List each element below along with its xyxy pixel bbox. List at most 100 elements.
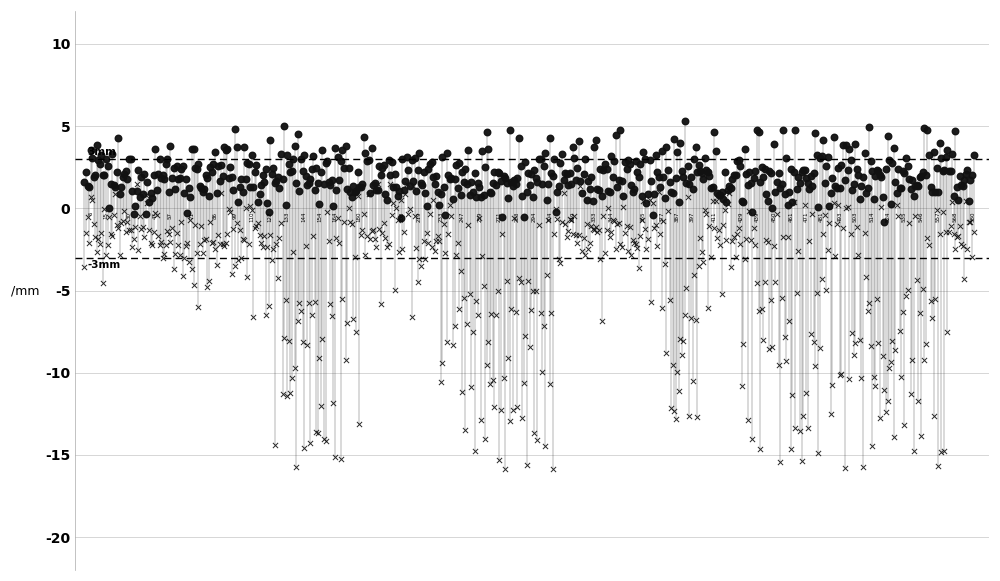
Point: [316, 434, 332, 443]
Point: [310, 428, 326, 437]
Point: [439, 338, 455, 347]
Point: [476, 282, 492, 291]
Point: [718, 198, 734, 207]
Point: [903, 389, 919, 399]
Point: [818, 285, 834, 294]
Point: [144, 241, 160, 250]
Point: [144, 193, 160, 203]
Point: [919, 234, 935, 243]
Point: [357, 250, 373, 259]
Point: [569, 164, 585, 173]
Point: [790, 173, 806, 182]
Point: [551, 254, 567, 263]
Point: [560, 227, 576, 236]
Point: [681, 411, 697, 421]
Point: [909, 180, 925, 189]
Point: [795, 411, 811, 421]
Point: [781, 317, 797, 326]
Point: [806, 168, 822, 178]
Point: [219, 230, 235, 239]
Point: [221, 174, 237, 183]
Point: [506, 213, 522, 223]
Point: [571, 231, 587, 240]
Text: -3mm: -3mm: [88, 260, 121, 270]
Point: [113, 218, 129, 227]
Point: [743, 178, 759, 188]
Point: [669, 147, 685, 156]
Point: [757, 165, 773, 174]
Point: [841, 375, 857, 384]
Point: [209, 189, 225, 198]
Point: [162, 142, 178, 151]
Point: [132, 211, 148, 221]
Point: [509, 174, 525, 183]
Point: [662, 177, 678, 186]
Point: [915, 285, 931, 294]
Point: [915, 167, 931, 177]
Point: [275, 174, 291, 184]
Point: [216, 241, 232, 250]
Point: [938, 152, 954, 162]
Point: [721, 188, 737, 198]
Point: [909, 275, 925, 285]
Point: [666, 134, 682, 144]
Point: [807, 128, 823, 138]
Point: [878, 408, 894, 417]
Point: [413, 261, 429, 271]
Point: [494, 212, 510, 221]
Point: [443, 173, 459, 182]
Point: [528, 286, 544, 295]
Point: [964, 252, 980, 261]
Point: [440, 171, 456, 180]
Point: [800, 178, 816, 188]
Point: [92, 159, 108, 168]
Point: [302, 438, 318, 447]
Point: [331, 175, 347, 185]
Point: [224, 270, 240, 279]
Point: [622, 160, 638, 169]
Point: [617, 158, 633, 167]
Point: [463, 382, 479, 392]
Point: [812, 153, 828, 163]
Point: [265, 245, 281, 254]
Point: [113, 182, 129, 192]
Point: [626, 238, 642, 248]
Point: [841, 145, 857, 154]
Point: [351, 182, 367, 192]
Point: [814, 152, 830, 161]
Point: [281, 337, 297, 346]
Point: [155, 253, 171, 263]
Point: [390, 215, 406, 224]
Text: 304: 304: [547, 211, 552, 222]
Point: [772, 183, 788, 192]
Point: [124, 242, 140, 252]
Point: [354, 180, 370, 189]
Point: [385, 199, 401, 208]
Point: [190, 303, 206, 312]
Point: [724, 236, 740, 245]
Point: [711, 225, 727, 234]
Point: [548, 207, 564, 217]
Point: [751, 128, 767, 137]
Point: [677, 311, 693, 320]
Point: [76, 177, 92, 187]
Point: [681, 180, 697, 189]
Point: [747, 240, 763, 249]
Text: 180: 180: [357, 211, 362, 222]
Point: [900, 286, 916, 295]
Point: [827, 252, 843, 261]
Point: [595, 211, 611, 220]
Point: [516, 213, 532, 222]
Point: [471, 182, 487, 192]
Point: [602, 188, 618, 197]
Point: [345, 314, 361, 324]
Point: [582, 239, 598, 248]
Point: [852, 336, 868, 345]
Point: [646, 189, 662, 199]
Point: [605, 173, 621, 182]
Point: [284, 374, 300, 383]
Point: [176, 253, 192, 263]
Point: [440, 229, 456, 239]
Point: [629, 244, 645, 253]
Point: [576, 233, 592, 242]
